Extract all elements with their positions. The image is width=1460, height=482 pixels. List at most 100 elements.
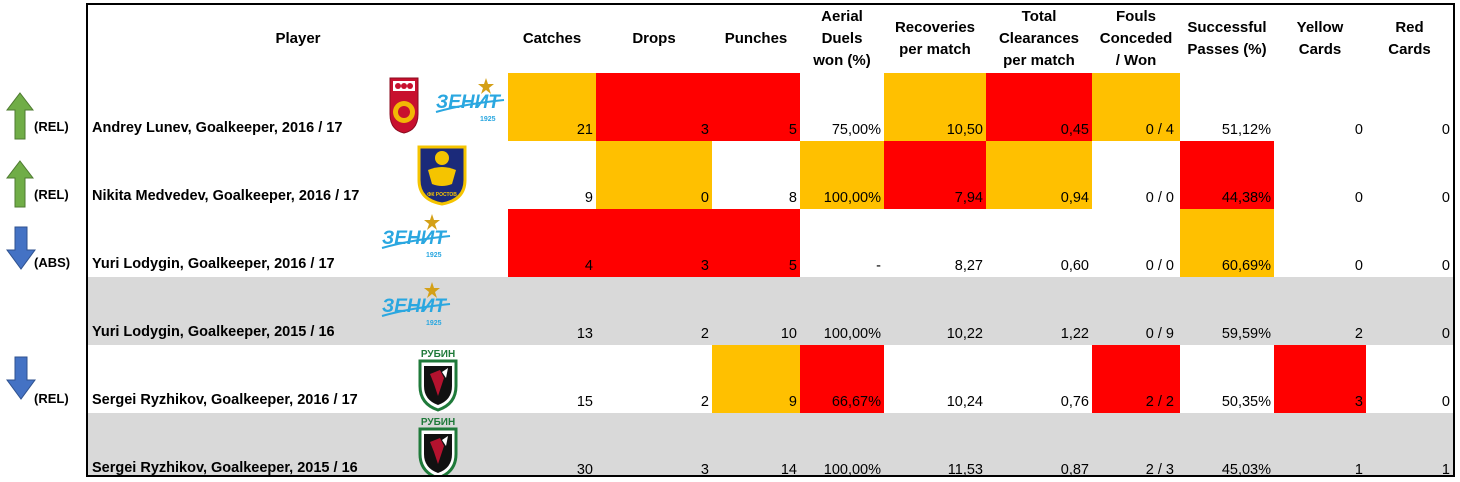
rubin-logo-text: РУБИН [421, 417, 455, 428]
aerial-cell: - [876, 258, 881, 274]
player-name: Andrey Lunev, Goalkeeper, 2016 / 17 [92, 120, 343, 136]
player-name: Sergei Ryzhikov, Goalkeeper, 2015 / 16 [92, 460, 358, 476]
zenit-club-badge: ЗЕНИТ 1925 [380, 212, 452, 264]
ufa-logo [389, 77, 419, 134]
red-cell: 0 [1366, 277, 1453, 345]
red-cell: 0 [1441, 394, 1450, 410]
header-passes-l1: Successful [1187, 19, 1267, 37]
indicator-label: (REL) [34, 391, 69, 406]
recoveries-cell: 11,53 [884, 413, 986, 475]
zenit-logo-year: 1925 [426, 320, 442, 327]
player-cell: Yuri Lodygin, Goalkeeper, 2015 / 16 ЗЕНИТ… [88, 277, 508, 345]
header-yellow: Yellow Cards [1274, 5, 1366, 73]
drops-cell: 2 [700, 394, 709, 410]
yellow-cell: 0 [1354, 258, 1363, 274]
indicator-3: (ABS) [0, 208, 86, 276]
aerial-cell: 100,00% [800, 277, 884, 345]
indicator-5: (REL) [0, 344, 86, 412]
up-arrow [5, 160, 35, 213]
player-name: Sergei Ryzhikov, Goalkeeper, 2016 / 17 [92, 392, 358, 408]
up-arrow-icon [5, 160, 35, 208]
red-cell: 0 [1441, 122, 1450, 138]
clearances-cell: 0,94 [986, 141, 1092, 209]
yellow-cell: 3 [1274, 345, 1366, 413]
clearances-cell: 0,87 [986, 413, 1092, 475]
header-fouls: Fouls Conceded / Won [1092, 5, 1180, 73]
rubin-logo-text: РУБИН [421, 349, 455, 360]
recoveries-cell: 10,24 [946, 394, 983, 410]
player-cell: Yuri Lodygin, Goalkeeper, 2016 / 17 ЗЕНИТ… [88, 209, 508, 277]
punches-cell: 8 [788, 190, 797, 206]
header-red: Red Cards [1366, 5, 1453, 73]
player-name: Yuri Lodygin, Goalkeeper, 2015 / 16 [92, 324, 335, 340]
header-aerial-l2: Duels [821, 30, 863, 48]
punches-cell: 5 [712, 73, 800, 141]
zenit-club-badge: ЗЕНИТ 1925 [434, 76, 506, 128]
recoveries-cell: 8,27 [954, 258, 983, 274]
rubin-club-badge: РУБИН [414, 348, 462, 416]
passes-cell: 44,38% [1180, 141, 1274, 209]
header-recoveries: Recoveries per match [884, 5, 986, 73]
player-name: Yuri Lodygin, Goalkeeper, 2016 / 17 [92, 256, 335, 272]
header-yellow-l2: Cards [1298, 41, 1342, 58]
header-fouls-l1: Fouls [1116, 8, 1156, 26]
catches-cell: 4 [508, 209, 596, 277]
indicator-label: (REL) [34, 187, 69, 202]
down-arrow-icon [6, 356, 36, 400]
ufa-club-badge [388, 76, 420, 138]
rubin-logo: РУБИН [418, 349, 458, 412]
drops-cell: 0 [596, 141, 712, 209]
goalkeeper-stats-table: Player Catches Drops Punches Aerial Duel… [86, 3, 1455, 477]
drops-cell: 3 [596, 209, 712, 277]
indicator-label: (REL) [34, 119, 69, 134]
fouls-cell: 0 / 0 [1145, 190, 1174, 206]
punches-cell: 10 [712, 277, 800, 345]
catches-cell: 15 [576, 394, 593, 410]
drops-cell: 3 [596, 413, 712, 475]
passes-cell: 50,35% [1221, 394, 1271, 410]
passes-cell: 51,12% [1221, 122, 1271, 138]
passes-cell: 59,59% [1180, 277, 1274, 345]
yellow-cell: 1 [1274, 413, 1366, 475]
zenit-logo-year: 1925 [480, 116, 496, 123]
catches-cell: 13 [508, 277, 596, 345]
yellow-cell: 0 [1354, 190, 1363, 206]
header-red-l2: Cards [1388, 41, 1431, 58]
table-row: Andrey Lunev, Goalkeeper, 2016 / 17 ЗЕНИТ… [88, 73, 1453, 141]
header-drops: Drops [632, 30, 676, 48]
table-row: Sergei Ryzhikov, Goalkeeper, 2016 / 17 РУ… [88, 345, 1453, 413]
red-cell: 1 [1366, 413, 1453, 475]
aerial-cell: 100,00% [800, 141, 884, 209]
recoveries-cell: 10,50 [884, 73, 986, 141]
drops-cell: 2 [596, 277, 712, 345]
header-passes: Successful Passes (%) [1180, 5, 1274, 73]
passes-cell: 60,69% [1180, 209, 1274, 277]
header-player: Player [275, 30, 321, 48]
header-aerial-l1: Aerial [821, 8, 863, 26]
aerial-cell: 100,00% [800, 413, 884, 475]
header-catches: Catches [522, 30, 582, 48]
indicator-4 [0, 276, 86, 344]
punches-cell: 5 [712, 209, 800, 277]
indicator-2: (REL) [0, 140, 86, 208]
clearances-cell: 0,60 [1060, 258, 1089, 274]
header-clearances-l1: Total [1021, 8, 1057, 26]
header-fouls-l2: Conceded [1099, 30, 1173, 48]
player-cell: Sergei Ryzhikov, Goalkeeper, 2016 / 17 РУ… [88, 345, 508, 413]
fouls-cell: 2 / 3 [1092, 413, 1180, 475]
table-row: Sergei Ryzhikov, Goalkeeper, 2015 / 16 РУ… [88, 413, 1453, 476]
transfer-indicators: (REL) (REL) (ABS) (REL) [0, 0, 86, 482]
fouls-cell: 0 / 9 [1092, 277, 1180, 345]
header-row: Player Catches Drops Punches Aerial Duel… [88, 5, 1453, 73]
down-arrow [6, 226, 36, 275]
up-arrow [5, 92, 35, 145]
header-recoveries-l2: per match [899, 41, 971, 58]
yellow-cell: 0 [1354, 122, 1363, 138]
player-cell: Andrey Lunev, Goalkeeper, 2016 / 17 ЗЕНИТ… [88, 73, 508, 141]
up-arrow-icon [5, 92, 35, 140]
punches-cell: 9 [712, 345, 800, 413]
passes-cell: 45,03% [1180, 413, 1274, 475]
